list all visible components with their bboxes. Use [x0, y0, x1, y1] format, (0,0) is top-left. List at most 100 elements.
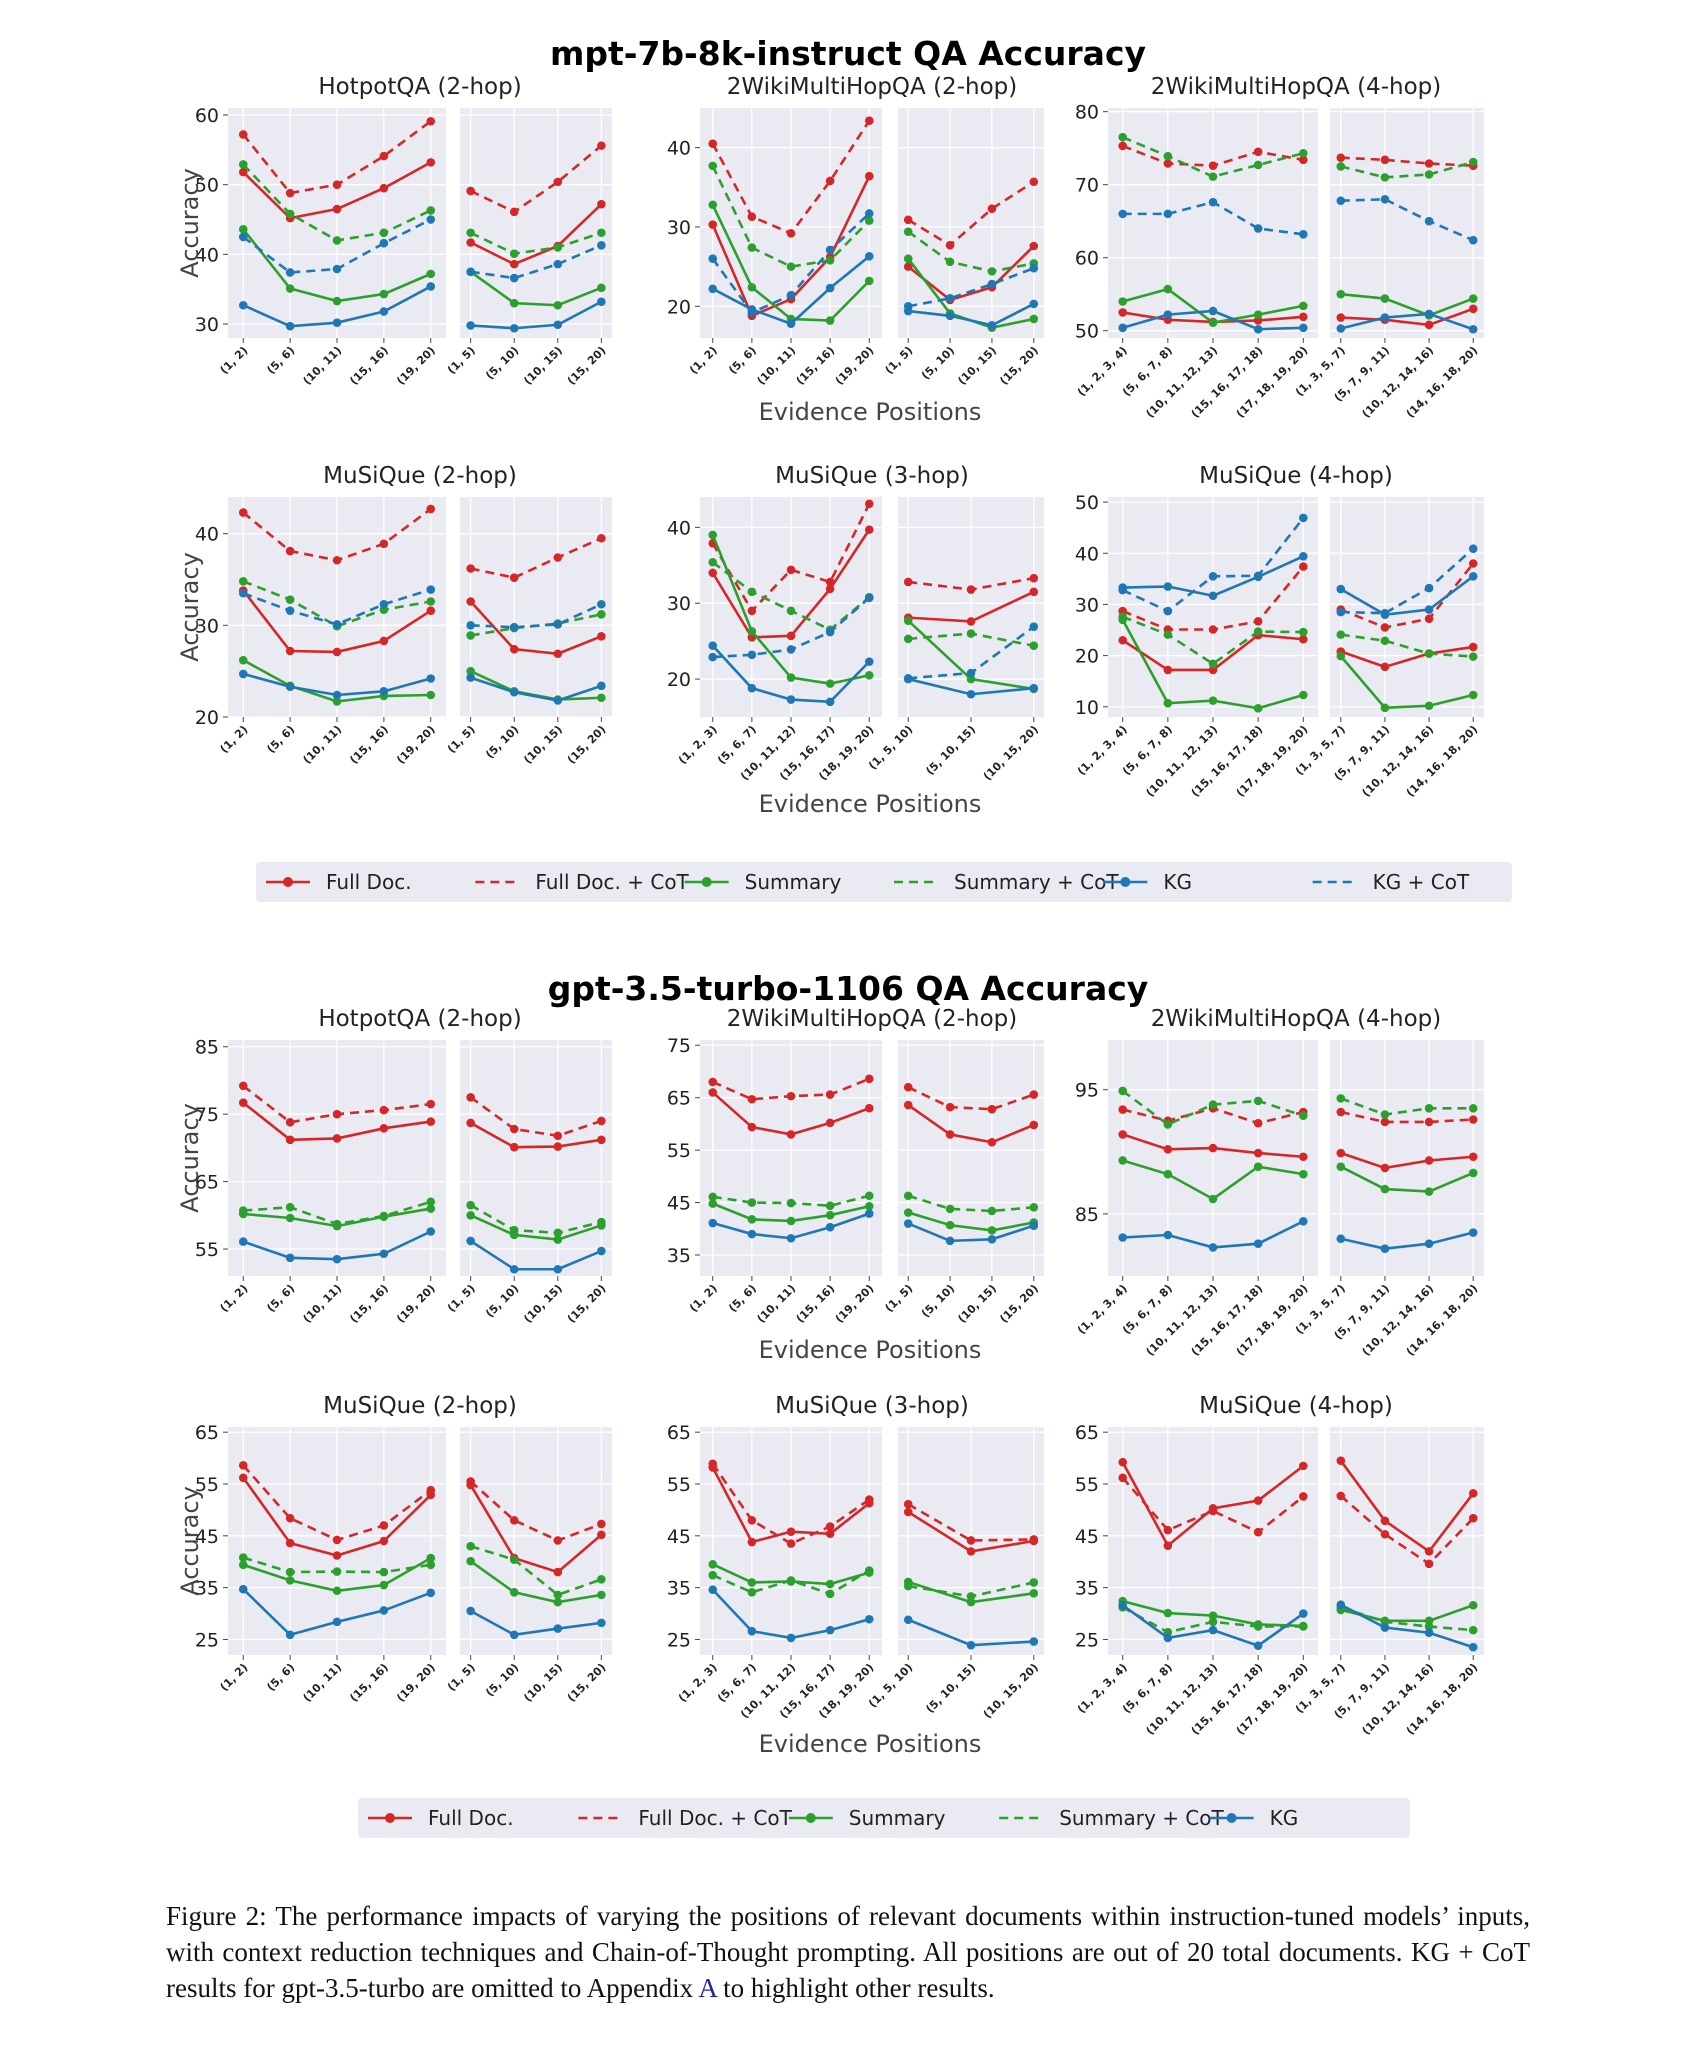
data-point-kg [1336, 1600, 1346, 1610]
data-point-kg [332, 1254, 342, 1264]
data-point-full_doc-cot [825, 176, 835, 186]
data-point-full_doc-cot [1118, 1473, 1127, 1483]
ytick-label: 35 [667, 1578, 691, 1600]
data-point-summary [1380, 1184, 1390, 1194]
data-point-full_doc [1336, 313, 1346, 322]
data-point-kg-cot [864, 593, 874, 603]
data-point-summary-cot [1336, 630, 1346, 639]
data-point-kg [1029, 1221, 1039, 1230]
data-point-full_doc [825, 584, 835, 594]
data-point-full_doc-cot [238, 130, 248, 139]
data-point-kg [1380, 1623, 1390, 1632]
xtick-label: (10, 15) [955, 344, 999, 388]
series-line-kg-cot [470, 603, 602, 629]
data-point-kg [1253, 1239, 1263, 1249]
data-point-summary [1029, 314, 1039, 324]
subplot-title: 2WikiMultiHopQA (4-hop) [1151, 74, 1441, 100]
ytick-label: 45 [667, 1526, 691, 1548]
data-point-full_doc-cot [708, 1459, 718, 1469]
data-point-full_doc [864, 525, 874, 534]
data-point-kg-cot [1336, 196, 1346, 206]
data-point-summary [1163, 1608, 1173, 1618]
panel-right-bg [898, 108, 1044, 338]
data-point-kg [825, 283, 835, 293]
data-point-summary-cot [1380, 1110, 1390, 1119]
data-point-full_doc-cot [238, 1461, 248, 1470]
data-point-kg [864, 252, 874, 261]
appendix-link[interactable]: A [698, 1973, 717, 2003]
data-point-full_doc [708, 568, 718, 578]
data-point-full_doc-cot [332, 180, 342, 189]
data-point-full_doc [786, 1527, 796, 1536]
data-point-summary-cot [864, 1191, 874, 1201]
xtick-label: (15, 16) [794, 1282, 838, 1326]
legend-frame [256, 862, 1512, 902]
data-point-summary-cot [597, 1575, 606, 1584]
ytick-label: 65 [195, 1172, 219, 1194]
data-point-summary [332, 1586, 342, 1596]
xtick-label: (10, 15, 20) [981, 723, 1041, 783]
data-point-full_doc [1118, 308, 1127, 317]
data-point-summary-cot [1380, 173, 1390, 182]
data-point-full_doc [1029, 587, 1039, 597]
data-point-kg [945, 1236, 955, 1246]
data-point-summary [1253, 1162, 1263, 1171]
data-point-kg [825, 1625, 835, 1635]
data-point-summary [553, 1597, 563, 1607]
data-point-full_doc [786, 631, 796, 641]
data-point-kg-cot [1029, 622, 1039, 632]
data-point-kg [466, 321, 475, 330]
data-point-full_doc-cot [332, 1109, 342, 1119]
data-point-summary [903, 616, 913, 625]
data-point-summary-cot [747, 1198, 757, 1207]
data-point-full_doc [903, 1507, 913, 1517]
subplot-title: 2WikiMultiHopQA (4-hop) [1151, 1006, 1441, 1032]
series-line-kg [908, 302, 1035, 327]
data-point-kg-cot [509, 273, 519, 283]
series-line-full_doc-cot [469, 1096, 602, 1138]
data-point-full_doc [1163, 1541, 1173, 1550]
data-point-full_doc-cot [379, 151, 389, 161]
data-point-kg-cot [786, 290, 796, 300]
panel-right-bg [1330, 497, 1484, 717]
xtick-label: (15, 20) [997, 1282, 1041, 1326]
ytick-label: 35 [195, 1578, 219, 1600]
series-line-full_doc [1339, 1459, 1475, 1554]
data-point-full_doc-cot [285, 1513, 295, 1523]
data-point-kg [708, 284, 718, 294]
data-point-kg [1253, 324, 1263, 334]
data-point-kg-cot [1380, 194, 1390, 204]
y-axis-label: Accuracy [176, 552, 204, 662]
xtick-label: (5, 10) [919, 1282, 957, 1320]
data-point-summary [597, 1590, 606, 1600]
data-point-kg [1029, 1637, 1039, 1646]
data-point-full_doc-cot [332, 1535, 342, 1545]
data-point-summary [509, 1588, 519, 1597]
data-point-summary [1336, 289, 1346, 299]
data-point-summary [509, 298, 519, 308]
data-point-full_doc [825, 1118, 835, 1128]
subplot-title: 2WikiMultiHopQA (2-hop) [727, 1006, 1017, 1032]
data-point-full_doc-cot [1208, 625, 1218, 634]
data-point-kg [426, 1227, 436, 1236]
data-point-kg [1336, 324, 1346, 333]
data-point-full_doc-cot [1029, 1090, 1039, 1099]
data-point-full_doc-cot [747, 1094, 757, 1104]
subplot-title: MuSiQue (2-hop) [323, 463, 517, 489]
series-line-summary [1339, 655, 1474, 710]
data-point-summary-cot [238, 1206, 248, 1215]
data-point-summary [825, 1579, 835, 1589]
ytick-label: 20 [667, 296, 691, 318]
data-point-full_doc-cot [597, 141, 606, 150]
data-point-summary-cot [597, 1217, 606, 1227]
data-point-summary-cot [1208, 1100, 1218, 1109]
data-point-summary [1336, 651, 1346, 661]
xtick-label: (1, 2) [218, 723, 251, 756]
data-point-summary-cot [379, 1211, 389, 1221]
series-line-full_doc-cot [711, 1463, 870, 1546]
ytick-label: 10 [1075, 697, 1099, 719]
data-point-kg [1468, 572, 1478, 581]
data-point-full_doc-cot [466, 1093, 475, 1102]
data-point-full_doc-cot [903, 577, 913, 587]
